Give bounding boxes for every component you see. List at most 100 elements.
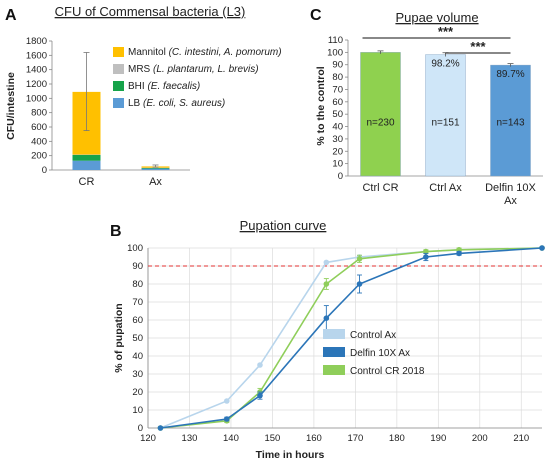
y-tick-label: 30: [132, 369, 143, 380]
legend-swatch: [323, 347, 345, 357]
bar-segment: [141, 167, 170, 169]
x-tick-label: 120: [140, 433, 156, 444]
series-line: [160, 247, 543, 429]
y-tick-label: 1000: [26, 93, 47, 104]
y-tick-label: 10: [332, 159, 343, 170]
bar-value-label: 89.7%: [496, 69, 524, 80]
y-tick-label: 90: [332, 60, 343, 71]
bar-segment: [141, 168, 170, 170]
y-tick-label: 100: [327, 47, 343, 58]
legend-swatch: [323, 365, 345, 375]
x-tick-label: 200: [472, 433, 488, 444]
x-category-label: CR: [79, 176, 95, 188]
x-category-label: Ax: [504, 195, 517, 207]
panel-a-y-axis-label: CFU/intestine: [5, 72, 17, 140]
panel-letter-b: B: [110, 223, 122, 240]
data-point: [257, 362, 263, 368]
data-point: [157, 425, 164, 431]
data-point: [323, 281, 330, 287]
legend-entry: BHI (E. faecalis): [128, 81, 200, 92]
data-point: [356, 281, 363, 287]
y-tick-label: 0: [42, 165, 47, 176]
y-tick-label: 10: [132, 405, 143, 416]
data-point: [224, 416, 230, 422]
x-category-label: Ctrl Ax: [429, 182, 462, 194]
y-tick-label: 800: [31, 108, 47, 119]
significance-label: ***: [470, 39, 486, 54]
y-tick-label: 40: [132, 351, 143, 362]
y-tick-label: 90: [132, 261, 143, 272]
legend-swatch: [113, 47, 124, 57]
y-tick-label: 200: [31, 151, 47, 162]
y-tick-label: 100: [127, 243, 143, 254]
y-tick-label: 40: [332, 122, 343, 133]
y-tick-label: 30: [332, 134, 343, 145]
panel-b-title: Pupation curve: [240, 218, 327, 233]
bar-segment: [72, 160, 101, 170]
data-point: [539, 245, 545, 251]
bar: [425, 54, 466, 177]
panel-b-chart: Pupation curve Time in hours % of pupati…: [113, 218, 545, 461]
panel-letter-a: A: [5, 7, 17, 24]
legend-entry: Control CR 2018: [350, 366, 425, 377]
data-point: [356, 255, 363, 262]
x-category-label: Ax: [149, 176, 162, 188]
y-tick-label: 20: [132, 387, 143, 398]
legend-swatch: [113, 98, 124, 108]
bar-segment: [72, 154, 101, 161]
legend-entry: Mannitol (C. intestini, A. pomorum): [128, 47, 282, 58]
data-point: [456, 250, 462, 257]
legend-entry: Control Ax: [350, 330, 396, 341]
x-tick-label: 140: [223, 433, 239, 444]
x-tick-label: 160: [306, 433, 322, 444]
legend-swatch: [113, 64, 124, 74]
x-tick-label: 190: [430, 433, 446, 444]
y-tick-label: 70: [332, 84, 343, 95]
y-tick-label: 400: [31, 136, 47, 147]
x-tick-label: 130: [182, 433, 198, 444]
x-tick-label: 150: [264, 433, 280, 444]
data-point: [257, 392, 263, 399]
bar: [490, 64, 531, 177]
y-tick-label: 80: [132, 279, 143, 290]
legend-entry: LB (E. coli, S. aureus): [128, 98, 225, 109]
data-point: [224, 398, 230, 404]
y-tick-label: 60: [132, 315, 143, 326]
y-tick-label: 1800: [26, 36, 47, 47]
y-tick-label: 80: [332, 72, 343, 83]
y-tick-label: 60: [332, 97, 343, 108]
data-point: [323, 315, 330, 322]
legend-entry: Delfin 10X Ax: [350, 348, 410, 359]
panel-a-title: CFU of Commensal bacteria (L3): [55, 4, 246, 19]
panel-b-x-axis-label: Time in hours: [256, 449, 325, 461]
y-tick-label: 600: [31, 122, 47, 133]
y-tick-label: 0: [338, 171, 343, 182]
y-tick-label: 50: [332, 109, 343, 120]
x-tick-label: 210: [513, 433, 529, 444]
bar: [360, 52, 401, 177]
y-tick-label: 1200: [26, 79, 47, 90]
legend-swatch: [113, 81, 124, 91]
y-tick-label: 1400: [26, 65, 47, 76]
x-tick-label: 180: [389, 433, 405, 444]
x-category-label: Delfin 10X: [485, 182, 536, 194]
y-tick-label: 110: [328, 35, 343, 46]
y-tick-label: 20: [332, 146, 343, 157]
panel-c-title: Pupae volume: [395, 10, 478, 25]
panel-c-y-axis-label: % to the control: [315, 66, 327, 145]
legend-swatch: [323, 329, 345, 339]
bar-value-label: 98.2%: [431, 59, 459, 70]
x-tick-label: 170: [347, 433, 363, 444]
y-tick-label: 50: [132, 333, 143, 344]
data-point: [323, 259, 330, 266]
panel-letter-c: C: [310, 7, 322, 24]
legend-entry: MRS (L. plantarum, L. brevis): [128, 64, 259, 75]
y-tick-label: 70: [132, 297, 143, 308]
data-point: [423, 254, 429, 260]
panel-a-chart: CFU of Commensal bacteria (L3) CFU/intes…: [5, 4, 282, 188]
y-tick-label: 1600: [26, 50, 47, 61]
y-tick-label: 0: [138, 423, 143, 434]
x-category-label: Ctrl CR: [362, 182, 398, 194]
